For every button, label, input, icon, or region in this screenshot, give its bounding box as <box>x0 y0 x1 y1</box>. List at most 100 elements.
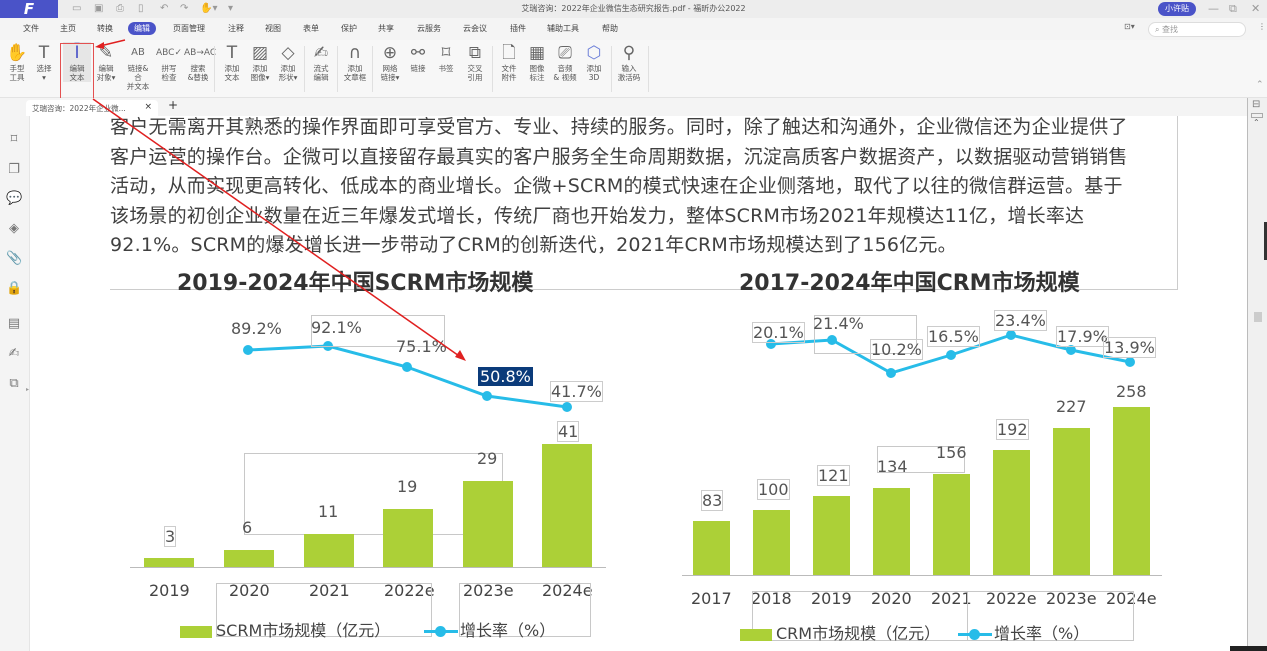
bar-2021[interactable] <box>304 534 354 567</box>
bar-2023e[interactable] <box>463 481 513 567</box>
search-input[interactable]: ⌕ 查找 <box>1148 22 1246 37</box>
tool-hand[interactable]: ✋ 手型 工具 <box>3 42 31 82</box>
bar-value[interactable]: 156 <box>936 443 967 462</box>
new-tab-button[interactable]: + <box>168 98 179 112</box>
menu-share[interactable]: 共享 <box>378 24 394 33</box>
tool-add-article[interactable]: ∩ 添加 文章框 <box>341 42 369 82</box>
menu-plugins[interactable]: 插件 <box>510 24 526 33</box>
bar-2024e[interactable] <box>542 444 592 567</box>
tool-add-text[interactable]: T 添加 文本 <box>218 42 246 82</box>
panel-toggle-icon[interactable]: ⊟ <box>1252 99 1261 110</box>
menu-form[interactable]: 表单 <box>303 24 319 33</box>
bar-2023e[interactable] <box>1053 428 1090 575</box>
bar-value[interactable]: 11 <box>318 502 339 521</box>
growth-label[interactable]: 21.4% <box>813 314 864 333</box>
compare-panel-icon[interactable]: ⧉ <box>9 376 19 391</box>
bar-value[interactable]: 3 <box>164 526 177 547</box>
tool-add-shape[interactable]: ◇ 添加 形状▾ <box>274 42 302 82</box>
bar-value[interactable]: 192 <box>996 419 1029 440</box>
bar-2022e[interactable] <box>383 509 433 567</box>
legend-growth-line[interactable]: 增长率（%） <box>406 617 555 641</box>
open-icon[interactable]: ▭ <box>72 3 82 14</box>
tool-link-merge[interactable]: AB 链接&合 并文本 <box>124 42 152 91</box>
bar-2021[interactable] <box>933 474 970 575</box>
undo-icon[interactable]: ↶ <box>160 3 169 14</box>
bookmark-panel-icon[interactable]: ⌑ <box>10 132 18 147</box>
menu-page-manage[interactable]: 页面管理 <box>173 24 205 33</box>
view-toggle-button[interactable]: ⊡▾ <box>1124 22 1135 31</box>
menu-view[interactable]: 视图 <box>265 24 281 33</box>
menu-home[interactable]: 主页 <box>60 24 76 33</box>
bar-value[interactable]: 121 <box>817 465 850 486</box>
security-panel-icon[interactable]: 🔒 <box>6 281 23 296</box>
bar-value[interactable]: 29 <box>477 449 498 468</box>
legend-growth-line[interactable]: 增长率（%） <box>958 620 1089 644</box>
more-icon[interactable]: ▾ <box>228 3 234 14</box>
tool-edit-text[interactable]: Ī 编辑 文本 <box>63 42 91 82</box>
bar-2019[interactable] <box>144 558 194 567</box>
tool-web-link[interactable]: ⊕ 网络 链接▾ <box>376 42 404 82</box>
bar-value[interactable]: 19 <box>397 477 418 496</box>
menu-comment[interactable]: 注释 <box>228 24 244 33</box>
bar-value[interactable]: 100 <box>757 479 790 500</box>
tool-select[interactable]: T 选择 ▾ <box>30 42 58 82</box>
form-panel-icon[interactable]: ▤ <box>7 316 21 331</box>
chart-title-crm[interactable]: 2017-2024年中国CRM市场规模 <box>739 271 1080 296</box>
new-icon[interactable]: ▯ <box>138 3 144 14</box>
scrollbar-thumb[interactable] <box>1254 312 1262 322</box>
layers-panel-icon[interactable]: ◈ <box>9 221 19 236</box>
comments-panel-icon[interactable]: 💬 <box>6 191 23 206</box>
maximize-button[interactable]: ⧉ <box>1229 2 1237 15</box>
growth-label[interactable]: 13.9% <box>1103 337 1156 358</box>
close-button[interactable]: ✕ <box>1251 2 1261 15</box>
hand-quick-icon[interactable]: ✋▾ <box>200 3 218 14</box>
growth-label[interactable]: 20.1% <box>752 322 805 343</box>
print-icon[interactable]: ⎙ <box>116 3 124 14</box>
tool-add-3d[interactable]: ⬡ 添加 3D <box>580 42 608 82</box>
bar-2018[interactable] <box>753 510 790 575</box>
bar-2017[interactable] <box>693 521 730 575</box>
app-logo[interactable]: F <box>0 0 58 18</box>
menu-accessibility[interactable]: 辅助工具 <box>547 24 579 33</box>
bar-2020[interactable] <box>873 488 910 575</box>
close-tab-icon[interactable]: × <box>144 102 152 112</box>
more-options-icon[interactable]: ⋮ <box>1258 22 1266 31</box>
expand-sidebar-icon[interactable]: ▸ <box>26 386 30 393</box>
menu-cloud-service[interactable]: 云服务 <box>417 24 441 33</box>
bar-2020[interactable] <box>224 550 274 567</box>
signature-panel-icon[interactable]: ✍ <box>8 346 20 361</box>
scroll-up-icon[interactable]: ⌃ <box>1253 118 1260 127</box>
tool-link[interactable]: ⚯ 链接 <box>404 42 432 73</box>
tool-bookmark[interactable]: ⌑ 书签 <box>432 42 460 73</box>
growth-label[interactable]: 23.4% <box>994 310 1047 331</box>
menu-cloud-meeting[interactable]: 云会议 <box>463 24 487 33</box>
tool-activation-code[interactable]: ⚲ 输入 激活码 <box>615 42 643 82</box>
page-thumb-icon[interactable] <box>1251 113 1263 118</box>
redo-icon[interactable]: ↷ <box>180 3 189 14</box>
menu-file[interactable]: 文件 <box>23 24 39 33</box>
tool-spell-check[interactable]: ABC✓ 拼写 检查 <box>155 42 183 82</box>
legend-crm-bar[interactable]: CRM市场规模（亿元） <box>740 620 940 644</box>
growth-label[interactable]: 10.2% <box>870 339 923 360</box>
menu-convert[interactable]: 转换 <box>97 24 113 33</box>
pages-panel-icon[interactable]: ❐ <box>8 162 20 177</box>
tool-image-annot[interactable]: ▦ 图像 标注 <box>523 42 551 82</box>
growth-label[interactable]: 16.5% <box>927 326 980 347</box>
growth-label-selected[interactable]: 50.8% <box>478 367 533 386</box>
menu-protect[interactable]: 保护 <box>341 24 357 33</box>
tool-cross-ref[interactable]: ⧉ 交叉 引用 <box>461 42 489 82</box>
bar-value[interactable]: 258 <box>1116 382 1147 401</box>
bar-2019[interactable] <box>813 496 850 575</box>
menu-help[interactable]: 帮助 <box>602 24 618 33</box>
tool-edit-object[interactable]: ✎ 编辑 对象▾ <box>92 42 120 82</box>
bar-value[interactable]: 6 <box>242 518 253 537</box>
bar-2022e[interactable] <box>993 450 1030 575</box>
tool-file-attach[interactable]: 🗋 文件 附件 <box>495 42 523 82</box>
bar-value[interactable]: 41 <box>557 421 580 442</box>
minimize-button[interactable]: — <box>1208 2 1219 15</box>
bar-value[interactable]: 134 <box>877 457 908 476</box>
growth-label[interactable]: 41.7% <box>550 381 603 402</box>
bar-value[interactable]: 227 <box>1056 397 1087 416</box>
tool-flow-edit[interactable]: ✍ 流式 编辑 <box>307 42 335 82</box>
tool-find-replace[interactable]: AB→AC 搜索 &替换 <box>184 42 216 82</box>
